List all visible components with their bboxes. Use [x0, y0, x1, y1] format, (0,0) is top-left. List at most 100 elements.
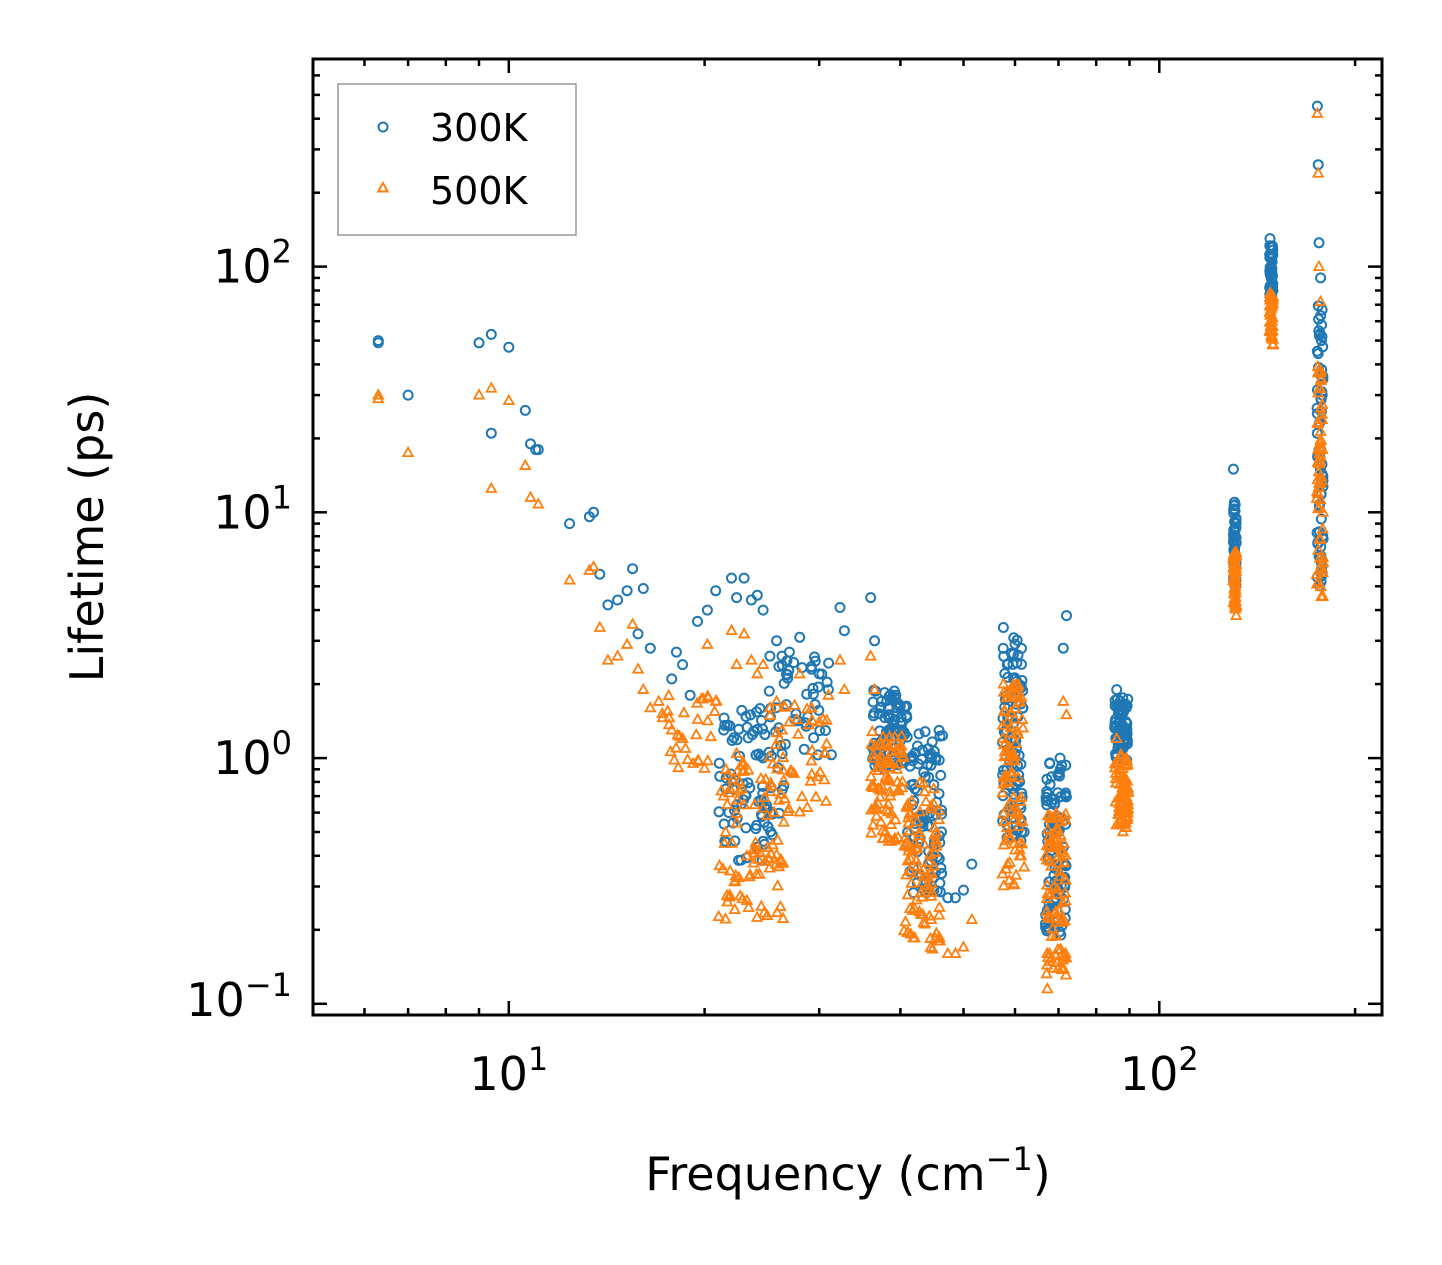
data-point: [1312, 456, 1326, 469]
data-point: [1055, 948, 1068, 960]
data-point: [1229, 556, 1242, 568]
data-point: [701, 604, 713, 616]
data-point: [868, 707, 880, 719]
data-point: [715, 784, 728, 796]
data-point: [1263, 315, 1276, 327]
data-point: [1117, 726, 1129, 738]
data-point: [1122, 693, 1134, 705]
data-point: [802, 717, 816, 730]
data-point: [1009, 868, 1023, 880]
data-point: [958, 884, 969, 896]
data-point: [748, 797, 762, 810]
data-point: [932, 812, 946, 825]
data-point: [911, 866, 925, 878]
data-point: [1267, 244, 1279, 256]
data-point: [804, 774, 817, 786]
data-point: [750, 823, 762, 835]
data-point: [912, 758, 924, 770]
data-point: [1054, 752, 1066, 764]
data-point: [919, 794, 933, 807]
data-point: [1109, 776, 1123, 788]
data-point: [810, 769, 824, 782]
data-point: [726, 572, 737, 584]
data-point: [770, 694, 783, 706]
data-point: [899, 701, 911, 713]
data-point: [1001, 857, 1014, 869]
data-point: [750, 749, 762, 761]
data-point: [1312, 480, 1325, 492]
data-point: [770, 847, 783, 860]
data-point: [757, 906, 771, 918]
data-point: [1040, 958, 1054, 970]
data-point: [1315, 272, 1327, 284]
data-point: [612, 594, 624, 606]
data-point: [1229, 582, 1242, 594]
data-point: [708, 704, 721, 716]
data-point: [1049, 810, 1063, 822]
data-point: [867, 778, 880, 790]
data-point: [748, 846, 761, 858]
data-point: [885, 689, 897, 701]
data-point: [879, 712, 891, 724]
data-point: [925, 867, 939, 879]
data-point: [1041, 981, 1054, 994]
data-point: [879, 687, 891, 699]
data-point: [770, 725, 784, 738]
data-point: [681, 752, 694, 765]
data-point: [673, 729, 686, 741]
data-point: [721, 797, 734, 809]
data-point: [764, 776, 777, 788]
data-point: [1042, 923, 1054, 935]
data-point: [1121, 782, 1135, 794]
data-point: [751, 706, 763, 718]
data-point: [809, 655, 821, 667]
data-point: [730, 657, 743, 670]
data-point: [904, 927, 917, 939]
data-point: [833, 653, 847, 665]
data-point: [661, 704, 674, 716]
data-point: [1003, 855, 1017, 867]
data-point: [755, 899, 768, 911]
data-point: [759, 772, 772, 784]
data-point: [1060, 787, 1072, 799]
data-point: [743, 870, 756, 882]
data-point: [716, 862, 730, 874]
data-point: [812, 681, 824, 693]
data-point: [1008, 788, 1020, 800]
data-point: [1264, 265, 1276, 277]
data-point: [820, 713, 833, 725]
data-point: [372, 335, 384, 347]
data-point: [502, 393, 516, 405]
data-point: [771, 833, 784, 845]
data-point: [1058, 886, 1072, 898]
data-point: [800, 702, 814, 714]
data-point: [736, 891, 749, 904]
legend-label-300k: 300K: [430, 106, 529, 150]
data-point: [1002, 831, 1016, 843]
data-point: [747, 856, 760, 868]
data-point: [997, 814, 1011, 827]
data-point: [1000, 690, 1013, 703]
data-point: [402, 389, 414, 401]
data-point: [798, 743, 810, 755]
data-point: [884, 754, 897, 767]
data-point: [865, 592, 877, 604]
data-point: [1008, 648, 1019, 660]
data-point: [924, 889, 938, 901]
data-point: [1044, 888, 1057, 900]
data-point: [888, 833, 902, 845]
data-point: [874, 782, 887, 794]
data-point: [719, 825, 732, 837]
y-tick-label: 100: [213, 724, 292, 785]
data-point: [883, 730, 896, 742]
data-point: [871, 760, 884, 773]
data-point: [1113, 816, 1127, 828]
data-point: [1053, 864, 1066, 877]
data-point: [816, 668, 828, 680]
data-point: [873, 790, 887, 802]
data-point: [684, 689, 696, 701]
data-point: [713, 858, 726, 871]
data-point: [928, 845, 942, 857]
data-point: [909, 747, 921, 759]
data-point: [886, 739, 899, 751]
